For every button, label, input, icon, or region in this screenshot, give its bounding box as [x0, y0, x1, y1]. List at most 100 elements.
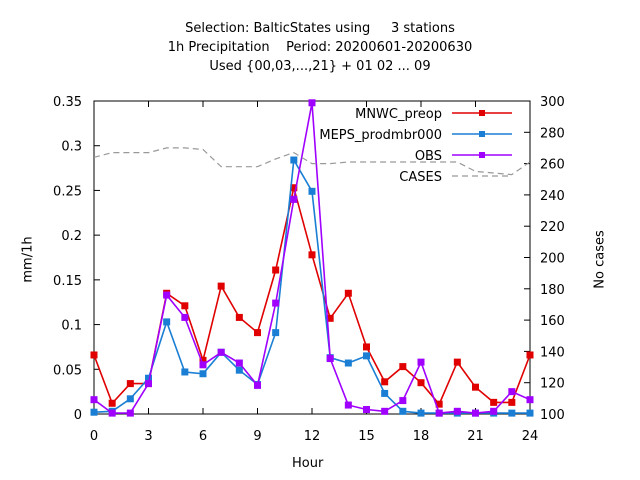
y2-tick-label: 260 — [540, 158, 565, 173]
data-point-obs — [490, 407, 498, 415]
x-axis-label: Hour — [292, 456, 324, 471]
data-point-meps-prodmbr000 — [399, 407, 407, 415]
y-tick-label: 0.05 — [53, 363, 82, 378]
data-point-obs — [90, 396, 98, 404]
legend-label: MNWC_preop — [355, 107, 442, 122]
data-point-meps-prodmbr000 — [417, 409, 425, 417]
y-tick-label: 0.35 — [53, 95, 82, 110]
y2-tick-label: 240 — [540, 189, 565, 204]
data-point-obs — [217, 348, 225, 356]
data-point-meps-prodmbr000 — [290, 156, 298, 164]
chart-title-line-3: Used {00,03,...,21} + 01 02 ... 09 — [209, 59, 431, 74]
y2-tick-label: 180 — [540, 283, 565, 298]
x-tick-label: 18 — [413, 429, 430, 444]
data-point-meps-prodmbr000 — [90, 408, 98, 416]
y2-tick-label: 300 — [540, 95, 565, 110]
data-point-mnwc-preop — [235, 313, 243, 321]
data-point-obs — [199, 361, 207, 369]
data-point-obs — [181, 313, 189, 321]
y2-tick-label: 220 — [540, 220, 565, 235]
x-tick-label: 3 — [144, 429, 152, 444]
data-point-mnwc-preop — [217, 282, 225, 290]
y-tick-label: 0.15 — [53, 274, 82, 289]
data-point-obs — [290, 195, 298, 203]
data-point-meps-prodmbr000 — [199, 370, 207, 378]
y-tick-label: 0.25 — [53, 184, 82, 199]
data-point-mnwc-preop — [472, 383, 479, 391]
y-tick-label: 0.3 — [61, 140, 82, 155]
x-tick-label: 24 — [522, 429, 539, 444]
data-point-mnwc-preop — [363, 343, 370, 351]
series-line-meps-prodmbr000 — [93, 157, 530, 414]
x-tick-label: 9 — [253, 429, 261, 444]
data-point-meps-prodmbr000 — [526, 409, 534, 417]
data-point-mnwc-preop — [490, 398, 498, 406]
data-point-meps-prodmbr000 — [235, 366, 243, 374]
data-point-meps-prodmbr000 — [381, 389, 389, 397]
data-point-mnwc-preop — [508, 398, 516, 406]
data-point-meps-prodmbr000 — [272, 329, 280, 337]
data-point-obs — [235, 359, 243, 367]
data-point-meps-prodmbr000 — [344, 359, 352, 367]
data-point-meps-prodmbr000 — [126, 395, 134, 403]
y2-tick-label: 280 — [540, 126, 565, 141]
data-point-obs — [363, 406, 370, 414]
chart-title-line-2: 1h Precipitation Period: 20200601-202006… — [167, 40, 473, 55]
data-point-obs — [108, 409, 116, 417]
data-point-mnwc-preop — [126, 380, 134, 388]
data-point-mnwc-preop — [453, 358, 461, 366]
chart-title-line-1: Selection: BalticStates using 3 stations — [185, 21, 455, 36]
x-tick-label: 12 — [304, 429, 321, 444]
legend-label: OBS — [415, 149, 442, 164]
data-point-obs — [145, 380, 152, 388]
data-point-mnwc-preop — [90, 351, 98, 359]
y-tick-label: 0.2 — [61, 229, 82, 244]
data-point-meps-prodmbr000 — [308, 187, 316, 195]
legend-sample-marker — [479, 110, 485, 116]
data-point-meps-prodmbr000 — [181, 368, 189, 376]
series-line-mnwc-preop — [93, 187, 531, 406]
data-point-mnwc-preop — [308, 251, 316, 259]
data-point-obs — [163, 291, 171, 299]
data-point-obs — [435, 409, 443, 417]
data-point-mnwc-preop — [254, 329, 261, 337]
x-tick-label: 15 — [358, 429, 375, 444]
y2-tick-label: 100 — [540, 408, 565, 423]
data-point-meps-prodmbr000 — [508, 409, 516, 417]
series-line-cases — [93, 147, 531, 176]
data-point-meps-prodmbr000 — [163, 318, 171, 326]
y-tick-label: 0 — [74, 408, 82, 423]
data-point-obs — [472, 409, 479, 417]
data-point-meps-prodmbr000 — [363, 352, 370, 360]
y2-tick-label: 160 — [540, 314, 565, 329]
data-point-obs — [344, 401, 352, 409]
data-point-mnwc-preop — [108, 399, 116, 407]
data-point-obs — [526, 396, 534, 404]
y-tick-label: 0.1 — [61, 319, 82, 334]
data-point-obs — [417, 358, 425, 366]
x-tick-label: 6 — [199, 429, 207, 444]
data-point-obs — [453, 407, 461, 415]
data-point-obs — [254, 381, 261, 389]
data-point-obs — [508, 388, 516, 396]
legend-label: MEPS_prodmbr000 — [319, 128, 442, 143]
y2-tick-label: 200 — [540, 252, 565, 267]
y2-tick-label: 140 — [540, 345, 565, 360]
data-point-obs — [308, 99, 316, 107]
data-point-obs — [272, 299, 280, 307]
x-tick-label: 21 — [467, 429, 484, 444]
data-point-obs — [381, 407, 389, 415]
legend-sample-marker — [479, 152, 485, 158]
data-point-mnwc-preop — [272, 266, 280, 274]
data-point-mnwc-preop — [399, 363, 407, 371]
data-point-obs — [326, 355, 334, 363]
data-point-mnwc-preop — [417, 379, 425, 387]
y2-tick-label: 120 — [540, 377, 565, 392]
legend-label: CASES — [399, 170, 442, 185]
x-tick-label: 0 — [90, 429, 98, 444]
data-point-obs — [399, 397, 407, 405]
data-point-mnwc-preop — [344, 289, 352, 297]
legend-sample-marker — [479, 131, 485, 137]
data-point-mnwc-preop — [526, 351, 534, 359]
